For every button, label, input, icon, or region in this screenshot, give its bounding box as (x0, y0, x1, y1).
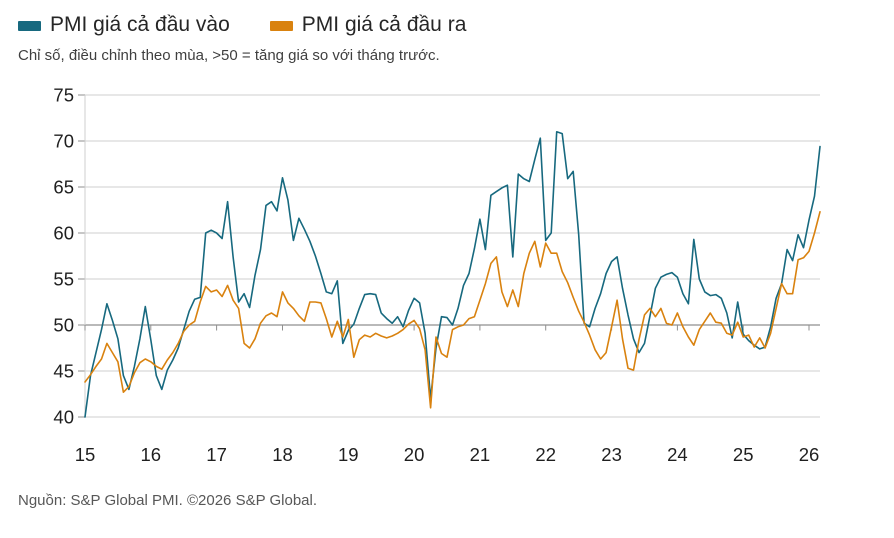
series-line-input (84, 131, 821, 418)
y-axis-label-75: 75 (53, 85, 74, 106)
x-axis-label-25: 25 (733, 444, 754, 465)
x-axis-label-18: 18 (272, 444, 293, 465)
x-axis-label-22: 22 (535, 444, 556, 465)
x-axis-label-16: 16 (141, 444, 162, 465)
legend: PMI giá cả đầu vào PMI giá cả đầu ra (18, 13, 466, 37)
chart-subtitle: Chỉ số, điều chỉnh theo mùa, >50 = tăng … (18, 47, 440, 64)
legend-item-input: PMI giá cả đầu vào (18, 13, 230, 37)
x-axis-label-26: 26 (799, 444, 820, 465)
x-axis-label-19: 19 (338, 444, 359, 465)
y-axis-label-55: 55 (53, 269, 74, 290)
y-axis-label-70: 70 (53, 131, 74, 152)
output-series-swatch-icon (269, 21, 293, 31)
y-axis-label-40: 40 (53, 407, 74, 428)
x-axis-label-21: 21 (470, 444, 491, 465)
x-axis-label-15: 15 (75, 444, 96, 465)
legend-label-output: PMI giá cả đầu ra (301, 13, 467, 36)
input-series-swatch-icon (18, 21, 41, 31)
x-axis-label-17: 17 (206, 444, 227, 465)
series-line-output (84, 211, 821, 409)
x-axis-label-23: 23 (601, 444, 622, 465)
y-axis-label-45: 45 (53, 361, 74, 382)
legend-label-input: PMI giá cả đầu vào (50, 13, 230, 36)
y-axis-label-50: 50 (53, 315, 74, 336)
y-axis-label-60: 60 (53, 223, 74, 244)
x-axis-label-24: 24 (667, 444, 688, 465)
source-note: Nguồn: S&P Global PMI. ©2026 S&P Global. (18, 492, 318, 509)
legend-item-output: PMI giá cả đầu ra (269, 13, 467, 37)
x-axis-label-20: 20 (404, 444, 425, 465)
y-axis-label-65: 65 (53, 177, 74, 198)
